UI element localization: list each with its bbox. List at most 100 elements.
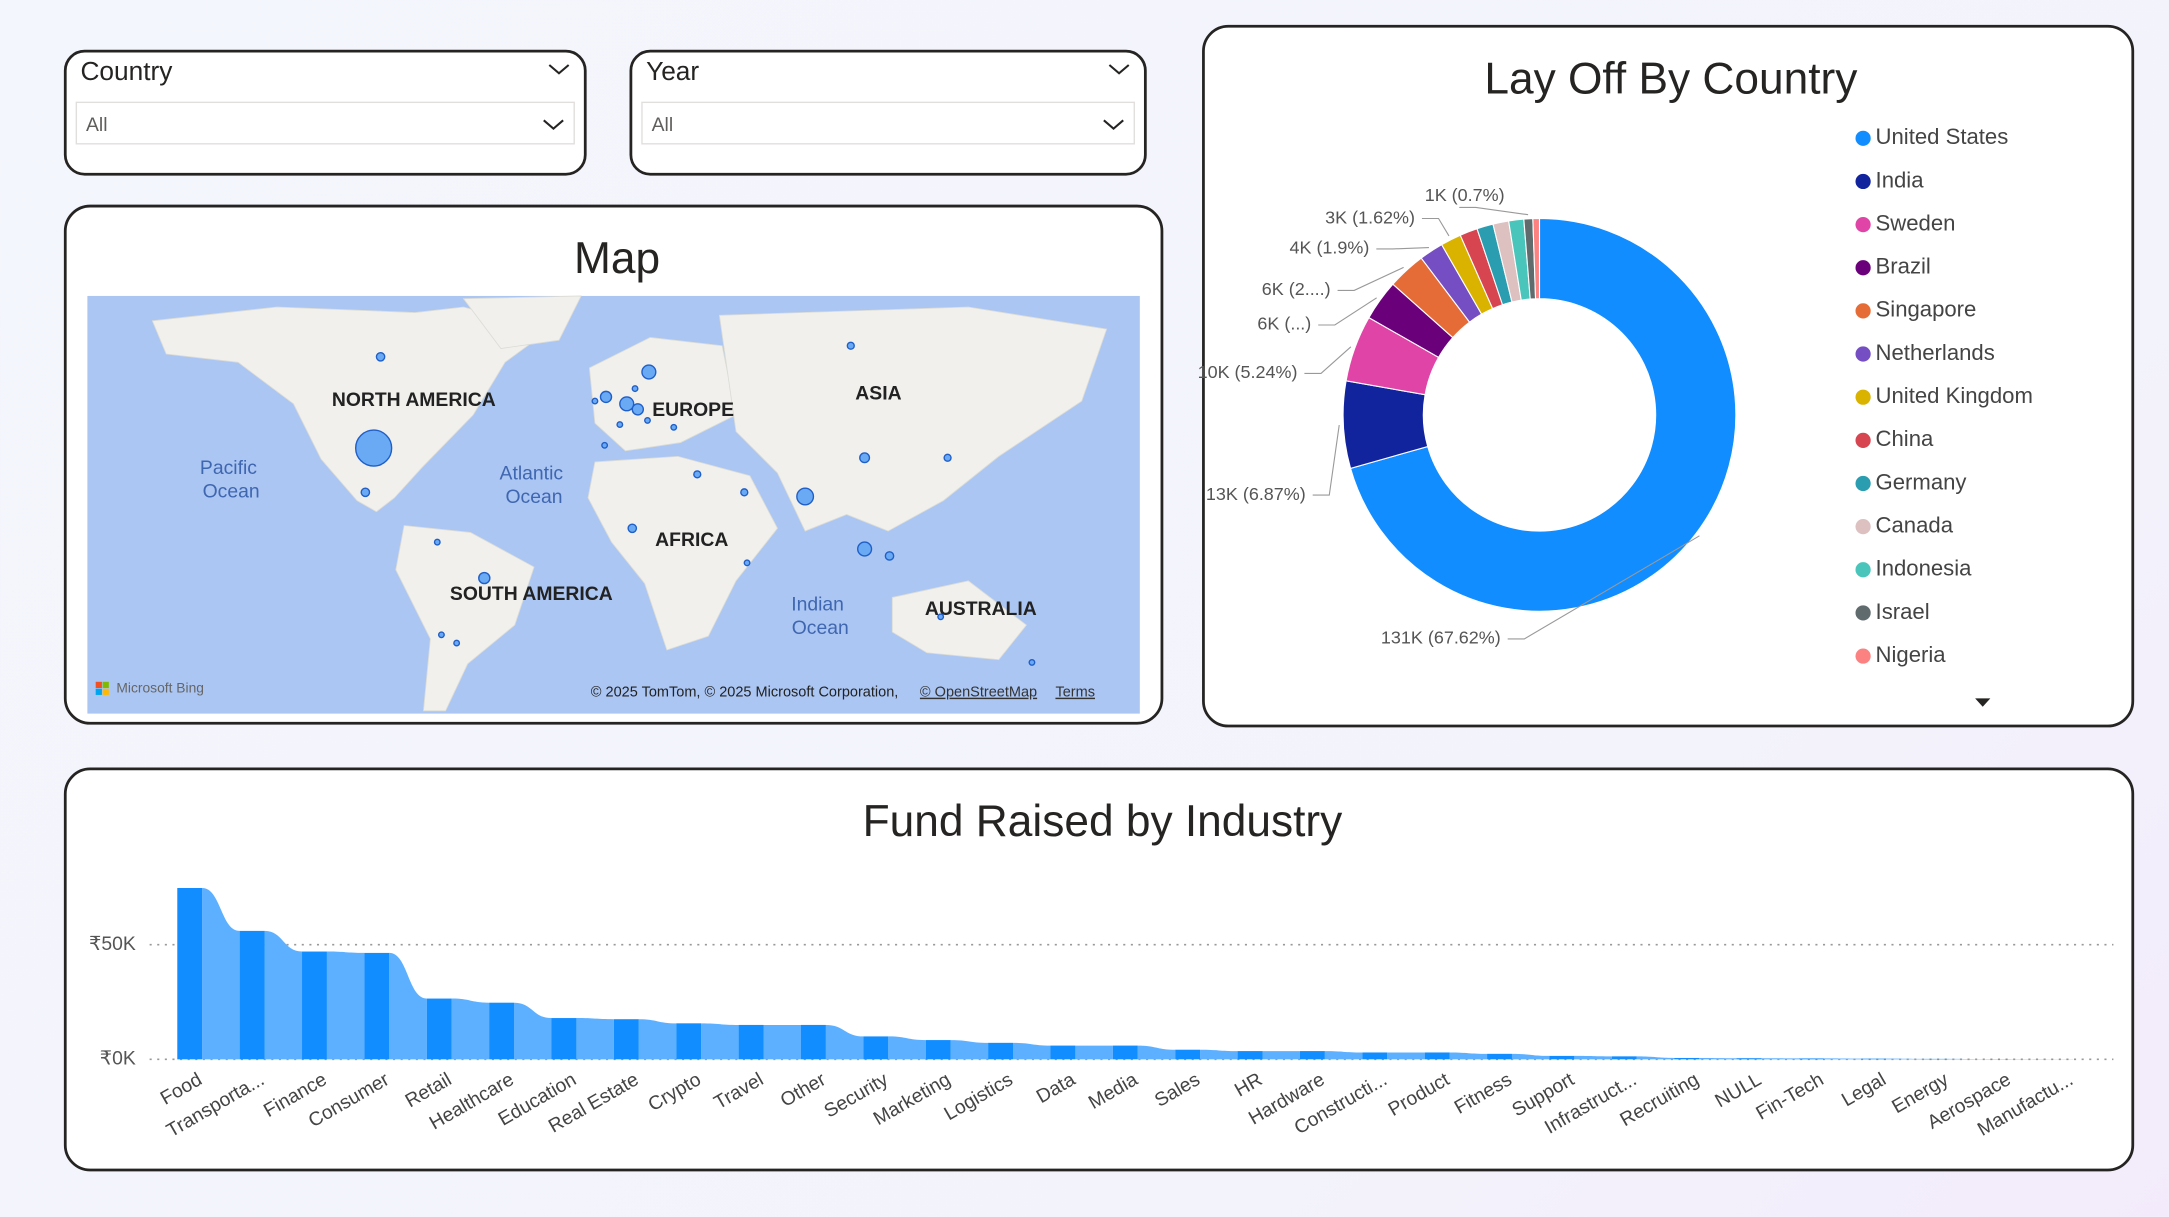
map-terms-link[interactable]: Terms [1055,685,1095,701]
bing-logo [102,681,109,689]
ribbon [1823,1058,1862,1060]
legend-scroll[interactable] [1975,698,1991,707]
africa [587,455,778,651]
bar[interactable] [1424,1052,1450,1060]
data-label: 6K (...) [1257,314,1311,334]
data-label: 13K (6.87%) [1206,484,1306,504]
map-bubble [859,452,871,464]
map-bubble [796,487,815,506]
map-bubble [740,488,749,497]
donut-slice [1532,217,1541,300]
map-label: AFRICA [655,529,728,551]
bar[interactable] [1112,1045,1138,1060]
ribbon [1761,1058,1799,1060]
bar[interactable] [1299,1051,1325,1060]
ribbon [202,888,240,1060]
dropdown-value: All [652,114,674,136]
map-bubble [437,631,445,639]
legend-marker [1855,519,1871,535]
map-bubble [846,341,855,350]
ribbon [888,1036,926,1060]
bar[interactable] [551,1018,577,1060]
australia [891,580,1028,661]
map-bubble [631,385,639,393]
map-label: EUROPE [652,399,734,421]
bar[interactable] [613,1019,639,1060]
map-bubble [354,429,393,467]
bar[interactable] [800,1024,826,1060]
leader-line [1304,346,1352,374]
map-bubble [670,423,678,431]
bar[interactable] [676,1023,702,1060]
bar[interactable] [1362,1052,1388,1060]
ribbon [1137,1045,1176,1060]
legend-marker [1855,346,1871,362]
legend-label: Singapore [1876,297,1977,322]
bar[interactable] [1050,1045,1076,1060]
bar[interactable] [302,951,327,1060]
legend-marker [1855,260,1871,276]
legend-label: Nigeria [1876,642,1947,667]
bar[interactable] [1861,1058,1887,1060]
year-dropdown[interactable] [641,101,1135,145]
collapse-icon[interactable] [1108,64,1130,75]
legend-marker [1855,605,1871,621]
bar[interactable] [1487,1053,1512,1060]
legend-marker [1855,432,1871,448]
legend-label: China [1876,426,1934,451]
ribbon [701,1023,739,1060]
chart-title: Lay Off By Country [1484,54,1858,103]
donut-slice [1349,217,1737,612]
map-bubble [453,639,461,647]
bar[interactable] [738,1024,764,1060]
leader-line [1318,297,1377,326]
map-bubble [627,523,638,534]
ribbon [1013,1042,1051,1060]
map-bubble [433,538,441,546]
dropdown-arrow[interactable] [543,119,564,130]
map-label: SOUTH AMERICA [450,583,613,605]
legend-marker [1855,173,1871,190]
bar[interactable] [988,1042,1014,1060]
ocean-label: Atlantic Ocean [500,462,564,508]
legend-label: United States [1876,124,2009,149]
bar[interactable] [426,998,452,1060]
map-osm-link[interactable]: © OpenStreetMap [920,685,1037,701]
map-bubble [591,397,599,405]
bar[interactable] [364,952,390,1060]
north-america [151,306,548,513]
bar[interactable] [177,888,203,1060]
bar[interactable] [1175,1049,1201,1060]
map[interactable]: NORTH AMERICA EUROPE ASIA Pacific Ocean Atla… [87,295,1140,714]
legend-marker [1855,216,1871,233]
bar[interactable] [1674,1057,1700,1060]
bar[interactable] [925,1040,951,1060]
data-label: 4K (1.9%) [1289,238,1369,258]
ocean-label: Indian Ocean [786,594,848,640]
bar[interactable] [239,930,265,1060]
map-brand: Microsoft Bing [116,679,204,695]
map-label: ASIA [855,382,901,404]
bar[interactable] [1798,1058,1824,1060]
bar[interactable] [489,1002,515,1060]
ribbon [514,1002,552,1060]
y-tick-label: ₹50K [89,933,136,955]
map-bubble [884,551,895,561]
data-label: 131K (67.62%) [1381,628,1501,648]
bar[interactable] [1611,1056,1637,1060]
country-dropdown[interactable] [75,101,575,145]
bar[interactable] [863,1036,889,1060]
leader-line [1421,217,1450,237]
ribbon [950,1040,989,1060]
data-label: 10K (5.24%) [1198,362,1298,382]
bar[interactable] [1237,1051,1263,1060]
ribbon [1574,1055,1612,1060]
legend-marker [1855,130,1871,146]
dropdown-arrow[interactable] [1103,119,1124,130]
bing-logo [95,688,102,695]
collapse-icon[interactable] [548,64,570,75]
bar[interactable] [1549,1055,1575,1060]
bar[interactable] [1736,1058,1762,1060]
slicer-title: Country [80,56,173,86]
